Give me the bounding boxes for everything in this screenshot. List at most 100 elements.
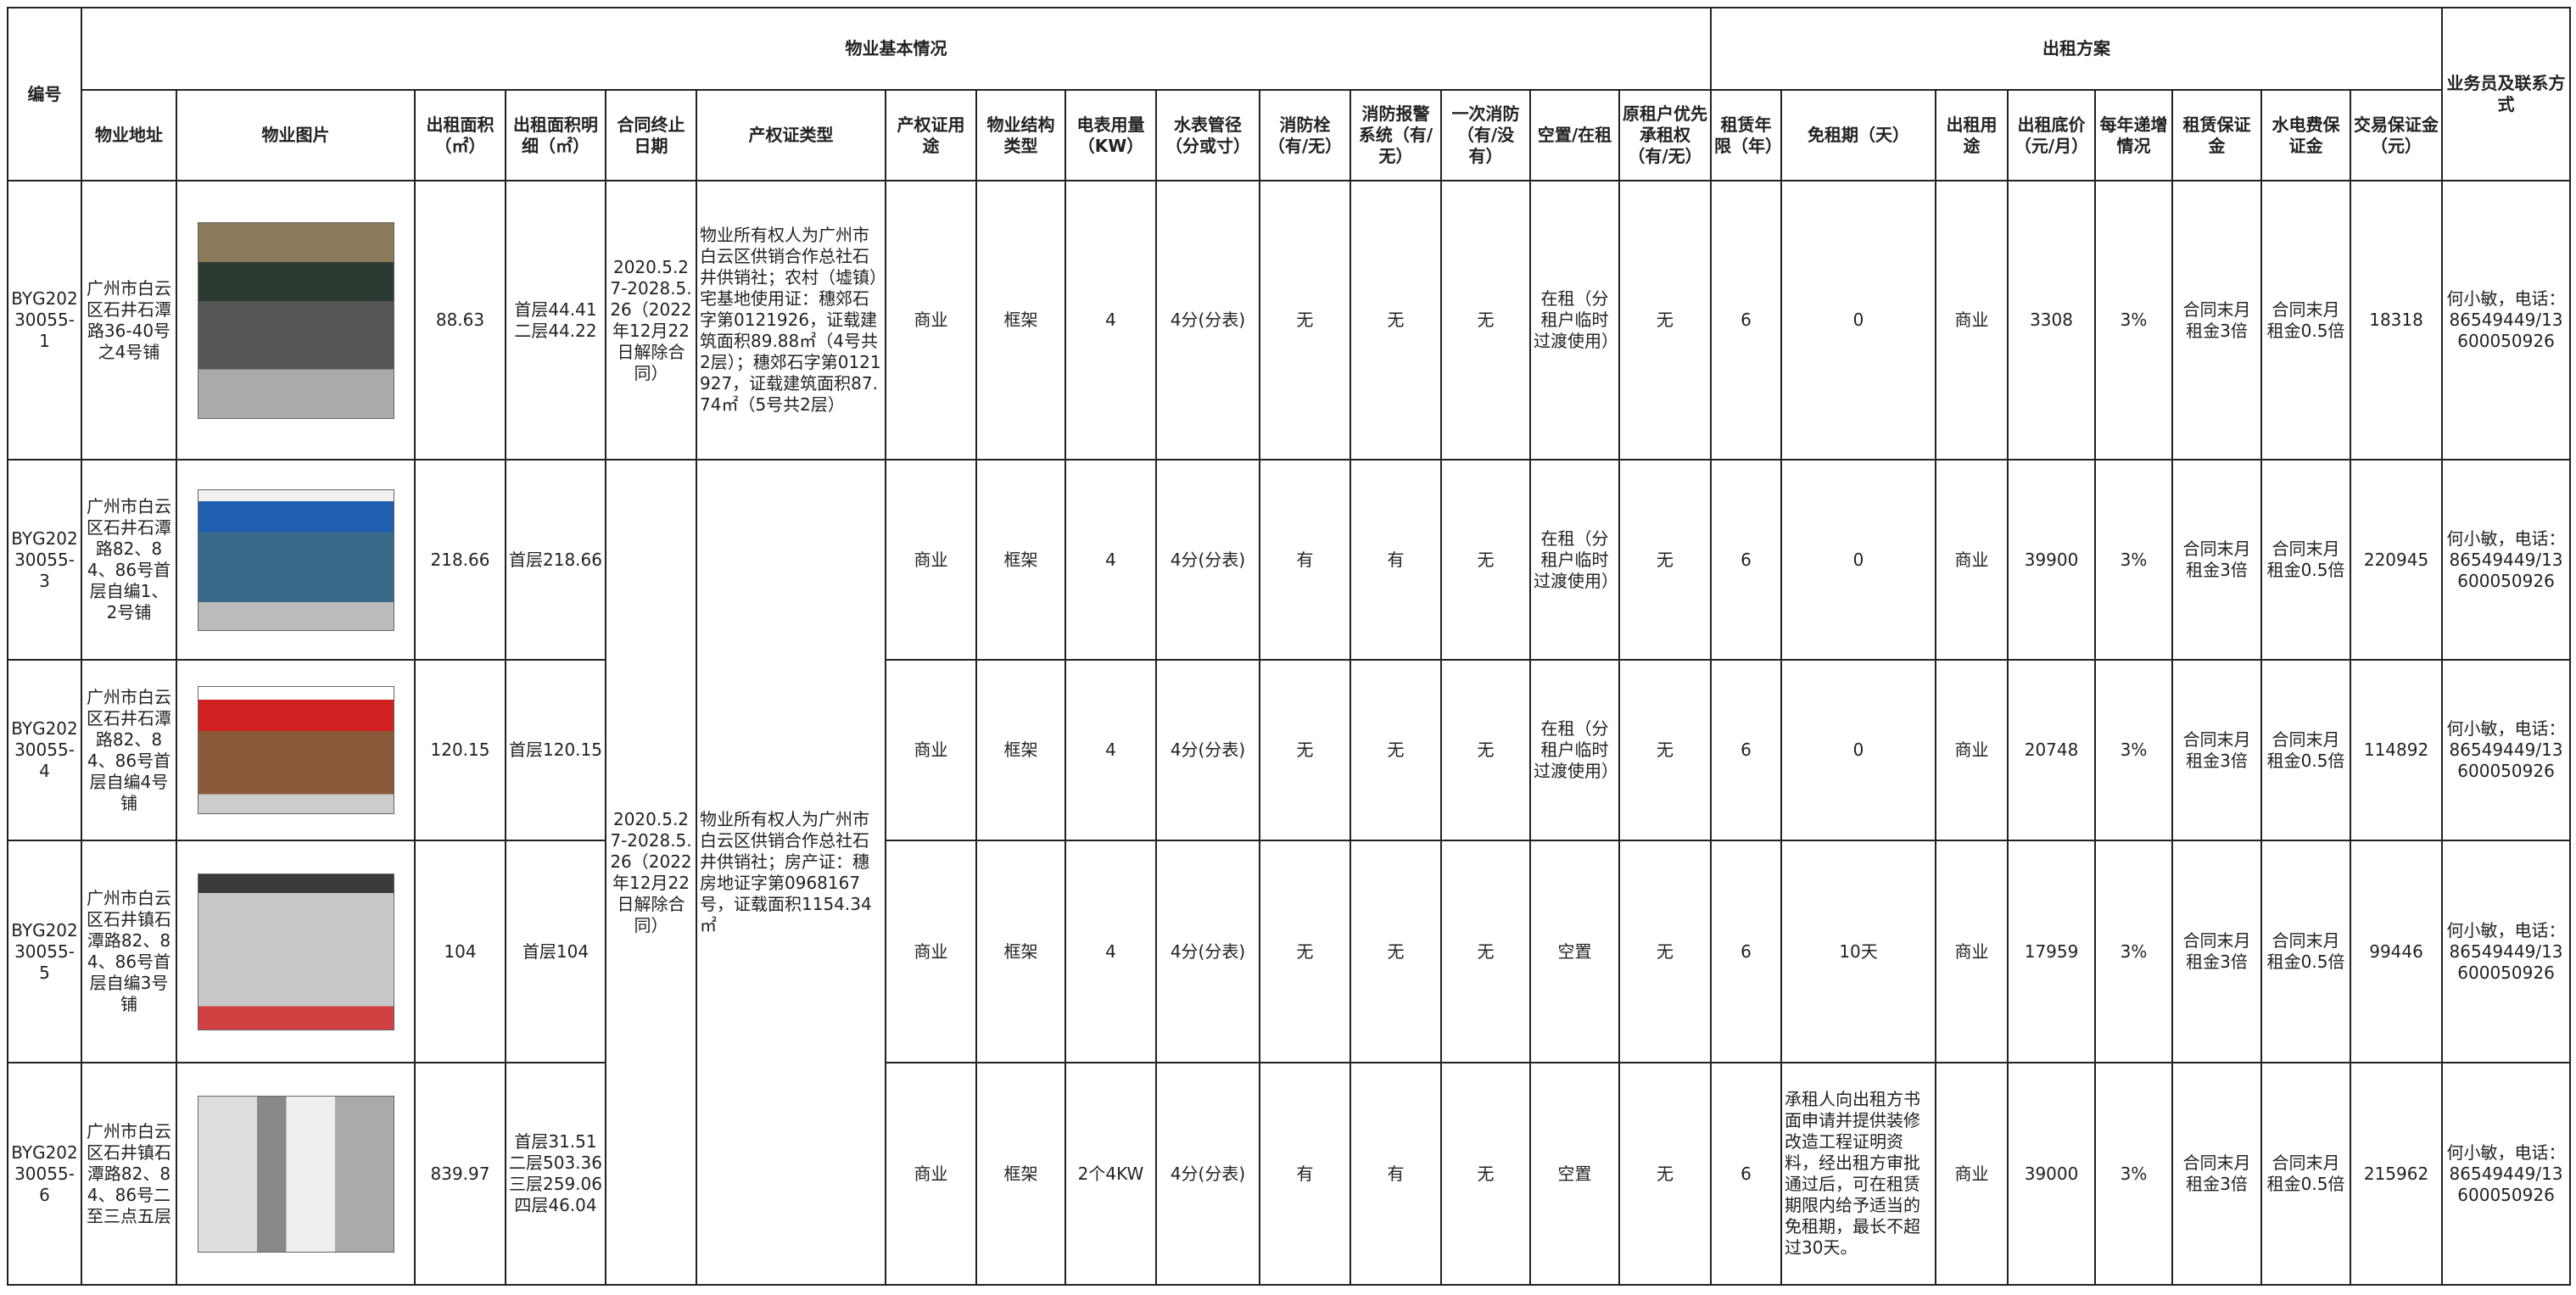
cell-utility-deposit: 合同末月租金0.5倍 bbox=[2260, 659, 2352, 841]
data-row: BYG20230055-5 广州市白云区石井镇石潭路82、84、86号首层自编3号… bbox=[7, 840, 2572, 1063]
column-header: 电表用量（KW） bbox=[1064, 89, 1157, 181]
column-header: 出租面积（㎡） bbox=[414, 89, 506, 181]
cell-hydrant: 有 bbox=[1259, 459, 1351, 661]
column-header: 物业地址 bbox=[81, 89, 177, 181]
cell-free: 承租人向出租方书面申请并提供装修改造工程证明资料，经出租方审批通过后，可在租赁期… bbox=[1780, 1062, 1937, 1286]
cell-id: BYG20230055-5 bbox=[7, 840, 82, 1063]
group-header: 编号 bbox=[7, 7, 82, 181]
data-row: BYG20230055-4 广州市白云区石井石潭路82、84、86号首层自编4号铺… bbox=[7, 659, 2572, 841]
property-photo bbox=[197, 873, 394, 1030]
cell-free: 0 bbox=[1780, 180, 1937, 461]
cell-years: 6 bbox=[1710, 659, 1783, 841]
cell-use: 商业 bbox=[885, 1062, 977, 1286]
cell-hydrant: 有 bbox=[1259, 1062, 1351, 1286]
cell-increase: 3% bbox=[2094, 1062, 2174, 1286]
cell-id: BYG20230055-1 bbox=[7, 180, 82, 461]
data-row: BYG20230055-3 广州市白云区石井石潭路82、84、86号首层自编1、2… bbox=[7, 459, 2572, 1286]
cell-use: 商业 bbox=[885, 840, 977, 1063]
cell-structure: 框架 bbox=[975, 1062, 1066, 1286]
cell-meter: 4 bbox=[1064, 180, 1157, 461]
cell-structure: 框架 bbox=[975, 659, 1066, 841]
column-header: 租赁年限（年） bbox=[1710, 89, 1783, 181]
cell-utility-deposit: 合同末月租金0.5倍 bbox=[2260, 840, 2352, 1063]
photo-cell bbox=[176, 1062, 416, 1286]
cell-contact: 何小敏，电话：86549449/13600050926 bbox=[2441, 1062, 2572, 1286]
column-header: 物业图片 bbox=[176, 89, 416, 181]
cell-years: 6 bbox=[1710, 180, 1783, 461]
cell-area-detail: 首层104 bbox=[505, 840, 606, 1063]
photo-cell bbox=[176, 459, 416, 661]
cell-structure: 框架 bbox=[975, 459, 1066, 661]
cell-price: 39000 bbox=[2007, 1062, 2097, 1286]
data-row: BYG20230055-1 广州市白云区石井石潭路36-40号之4号铺 88.63 首… bbox=[7, 180, 2572, 461]
cell-area-detail: 首层31.51二层503.36三层259.06四层46.04 bbox=[505, 1062, 606, 1286]
cell-fire: 无 bbox=[1440, 659, 1531, 841]
cell-utility-deposit: 合同末月租金0.5倍 bbox=[2260, 1062, 2352, 1286]
photo-cell bbox=[176, 659, 416, 841]
column-header: 产权证类型 bbox=[696, 89, 886, 181]
cell-hydrant: 无 bbox=[1259, 840, 1351, 1063]
cell-contact: 何小敏，电话：86549449/13600050926 bbox=[2441, 180, 2572, 461]
group-header: 业务员及联系方式 bbox=[2441, 7, 2572, 181]
cell-increase: 3% bbox=[2094, 459, 2174, 661]
cell-alarm: 有 bbox=[1349, 1062, 1442, 1286]
cell-status: 在租（分租户临时过渡使用） bbox=[1529, 659, 1620, 841]
cell-address: 广州市白云区石井石潭路36-40号之4号铺 bbox=[81, 180, 177, 461]
cell-increase: 3% bbox=[2094, 659, 2174, 841]
cell-years: 6 bbox=[1710, 840, 1783, 1063]
cell-alarm: 有 bbox=[1349, 459, 1442, 661]
column-header: 水电费保证金 bbox=[2260, 89, 2352, 181]
cell-trade-deposit: 18318 bbox=[2350, 180, 2444, 461]
cell-trade-deposit: 220945 bbox=[2350, 459, 2444, 661]
photo-cell bbox=[176, 180, 416, 461]
cell-contract-end: 2020.5.27-2028.5.26（2022年12月22日解除合同） bbox=[605, 459, 697, 1286]
rental-table: 编号 物业基本情况 出租方案 业务员及联系方式 物业地址 物业图片 出租面积（㎡） 出租面积明… bbox=[7, 7, 2572, 1286]
cell-hydrant: 无 bbox=[1259, 659, 1351, 841]
column-header: 每年递增情况 bbox=[2094, 89, 2174, 181]
cell-rent-use: 商业 bbox=[1935, 1062, 2009, 1286]
cell-hydrant: 无 bbox=[1259, 180, 1351, 461]
cell-water: 4分(分表) bbox=[1155, 659, 1260, 841]
data-row: BYG20230055-6 广州市白云区石井镇石潭路82、84、86号二至三点五层… bbox=[7, 1062, 2572, 1286]
cell-priority: 无 bbox=[1618, 459, 1713, 661]
cell-address: 广州市白云区石井镇石潭路82、84、86号首层自编3号铺 bbox=[81, 840, 177, 1063]
column-header: 出租底价（元/月） bbox=[2007, 89, 2097, 181]
cell-id: BYG20230055-3 bbox=[7, 459, 82, 661]
cell-deposit: 合同末月租金3倍 bbox=[2171, 1062, 2263, 1286]
cell-meter: 4 bbox=[1064, 459, 1157, 661]
cell-area: 104 bbox=[414, 840, 506, 1063]
column-header: 交易保证金（元） bbox=[2350, 89, 2444, 181]
cell-area-detail: 首层120.15 bbox=[505, 659, 606, 841]
column-header: 水表管径（分或寸） bbox=[1155, 89, 1260, 181]
cell-alarm: 无 bbox=[1349, 180, 1442, 461]
cell-cert-type: 物业所有权人为广州市白云区供销合作总社石井供销社；农村（墟镇）宅基地使用证：穗郊… bbox=[696, 180, 886, 461]
column-header: 空置/在租 bbox=[1529, 89, 1620, 181]
property-photo bbox=[197, 1095, 394, 1253]
cell-deposit: 合同末月租金3倍 bbox=[2171, 659, 2263, 841]
column-header: 一次消防（有/没有） bbox=[1440, 89, 1531, 181]
cell-water: 4分(分表) bbox=[1155, 180, 1260, 461]
cell-trade-deposit: 99446 bbox=[2350, 840, 2444, 1063]
cell-area: 88.63 bbox=[414, 180, 506, 461]
cell-contract-end: 2020.5.27-2028.5.26（2022年12月22日解除合同） bbox=[605, 180, 697, 461]
cell-years: 6 bbox=[1710, 1062, 1783, 1286]
cell-water: 4分(分表) bbox=[1155, 459, 1260, 661]
cell-price: 3308 bbox=[2007, 180, 2097, 461]
cell-increase: 3% bbox=[2094, 180, 2174, 461]
column-header: 合同终止日期 bbox=[605, 89, 697, 181]
cell-use: 商业 bbox=[885, 459, 977, 661]
cell-status: 空置 bbox=[1529, 840, 1620, 1063]
property-photo bbox=[197, 488, 394, 631]
cell-water: 4分(分表) bbox=[1155, 1062, 1260, 1286]
property-photo bbox=[197, 686, 394, 814]
cell-years: 6 bbox=[1710, 459, 1783, 661]
cell-use: 商业 bbox=[885, 180, 977, 461]
cell-rent-use: 商业 bbox=[1935, 459, 2009, 661]
cell-use: 商业 bbox=[885, 659, 977, 841]
photo-cell bbox=[176, 840, 416, 1063]
column-header: 物业结构类型 bbox=[975, 89, 1066, 181]
cell-contact: 何小敏，电话：86549449/13600050926 bbox=[2441, 459, 2572, 661]
column-header: 消防报警系统（有/无） bbox=[1349, 89, 1442, 181]
cell-trade-deposit: 114892 bbox=[2350, 659, 2444, 841]
